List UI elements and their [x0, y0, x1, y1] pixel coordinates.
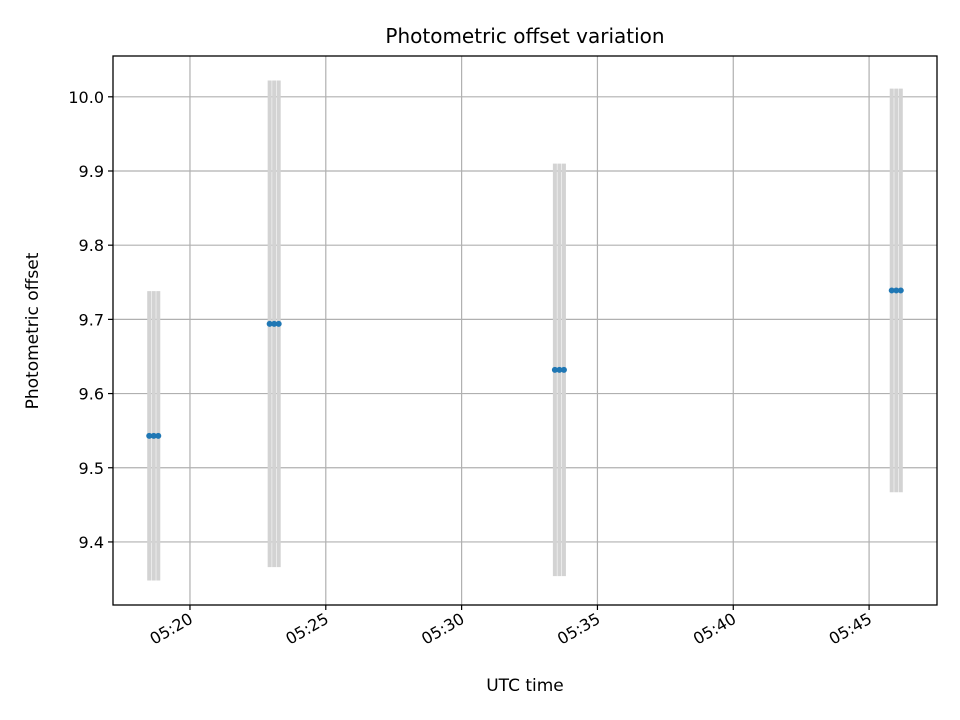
data-point — [155, 432, 162, 439]
data-point — [275, 320, 282, 327]
y-tick-label: 9.8 — [79, 236, 104, 255]
data-point — [888, 287, 895, 294]
y-tick-label: 9.4 — [79, 533, 104, 552]
grid — [113, 56, 937, 605]
chart-title: Photometric offset variation — [385, 24, 664, 48]
data-point — [897, 287, 904, 294]
y-tick-label: 9.6 — [79, 385, 104, 404]
data-point — [266, 320, 273, 327]
data-point — [556, 366, 563, 373]
y-axis: 9.4 9.5 9.6 9.7 9.8 9.9 10.0 — [68, 88, 113, 552]
plot-frame — [112, 55, 938, 606]
y-tick-label: 9.7 — [79, 310, 104, 329]
data-point — [560, 366, 567, 373]
data-point — [271, 320, 278, 327]
y-tick-label: 9.9 — [79, 162, 104, 181]
data-point — [893, 287, 900, 294]
y-axis-label: Photometric offset — [23, 252, 43, 409]
y-tick-label: 10.0 — [68, 88, 104, 107]
data-point — [551, 366, 558, 373]
y-tick-label: 9.5 — [79, 459, 104, 478]
data-points — [146, 287, 904, 439]
x-axis-label: UTC time — [486, 676, 564, 696]
data-point — [150, 432, 157, 439]
data-point — [146, 432, 153, 439]
